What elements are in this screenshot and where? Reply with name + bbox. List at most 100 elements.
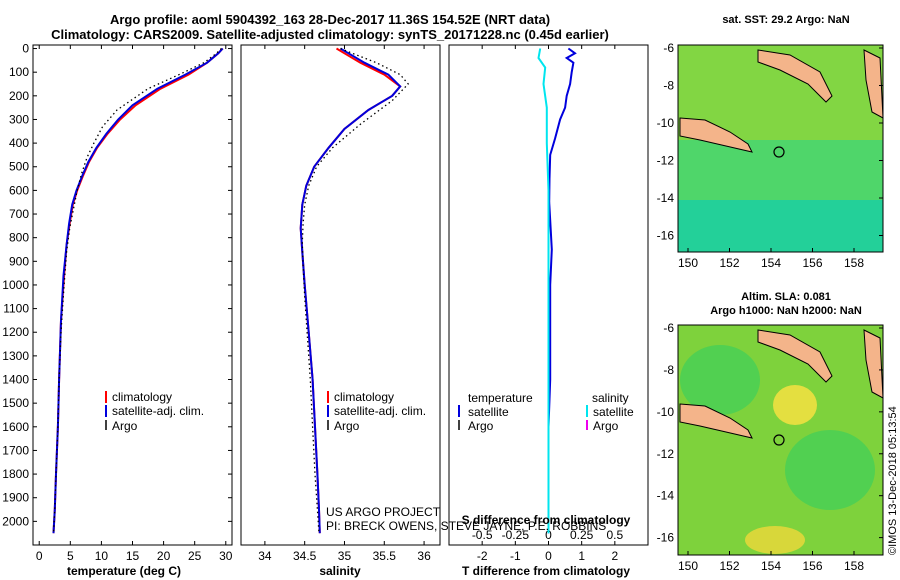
temperature-legend: climatology satellite-adj. clim. Argo bbox=[105, 390, 204, 433]
s-difference-tick-label: 0.25 bbox=[570, 528, 594, 542]
map-lon-label: 152 bbox=[719, 559, 739, 573]
project-credit: US ARGO PROJECT bbox=[326, 505, 441, 519]
series-satellite-adj-clim- bbox=[52, 47, 224, 534]
x-tick-label: -2 bbox=[477, 549, 488, 563]
legend-argo-label: Argo bbox=[334, 419, 360, 433]
x-tick-label: 5 bbox=[67, 549, 74, 563]
sla-map-argo-location bbox=[773, 434, 785, 446]
map-lon-label: 152 bbox=[719, 256, 739, 270]
sla-map-low-2 bbox=[785, 430, 875, 510]
map-lon-label: 150 bbox=[678, 559, 698, 573]
legend-s-argo-label: Argo bbox=[593, 419, 619, 433]
series-satellite-adj-clim- bbox=[299, 47, 402, 534]
depth-tick-label: 1900 bbox=[2, 491, 29, 505]
map-lon-label: 150 bbox=[678, 256, 698, 270]
difference-legend-temperature: temperature satellite Argo bbox=[458, 391, 533, 433]
series-t-satellite bbox=[547, 47, 577, 534]
x-tick-label: 34.5 bbox=[293, 549, 317, 563]
depth-tick-label: 1400 bbox=[2, 373, 29, 387]
depth-tick-label: 1000 bbox=[2, 278, 29, 292]
depth-tick-label: 400 bbox=[9, 136, 29, 150]
legend-salinity-title: salinity bbox=[592, 391, 629, 405]
sla-map-low-1 bbox=[680, 345, 760, 415]
salinity-panel-frame bbox=[240, 44, 441, 546]
sla-map-title-line-1: Altim. SLA: 0.081 bbox=[741, 291, 831, 303]
depth-tick-label: 1500 bbox=[2, 396, 29, 410]
legend-t-satellite-label: satellite bbox=[468, 405, 509, 419]
imos-credit: ©IMOS 13-Dec-2018 05:13:54 bbox=[887, 406, 899, 555]
sst-map-frame bbox=[677, 44, 884, 253]
map-lat-label: -14 bbox=[657, 191, 675, 205]
sla-map bbox=[677, 324, 884, 556]
map-lon-label: 156 bbox=[802, 256, 822, 270]
depth-tick-label: 900 bbox=[9, 254, 29, 268]
map-lat-label: -6 bbox=[663, 321, 674, 335]
s-difference-tick-label: -0.5 bbox=[472, 528, 493, 542]
x-tick-label: 0 bbox=[545, 549, 552, 563]
depth-tick-label: 0 bbox=[22, 42, 29, 56]
x-tick-label: 36 bbox=[417, 549, 431, 563]
depth-tick-label: 1100 bbox=[3, 302, 29, 316]
depth-tick-label: 1200 bbox=[2, 325, 29, 339]
depth-tick-label: 1800 bbox=[2, 467, 29, 481]
sla-map-papua-coast bbox=[679, 403, 753, 439]
sst-map-cool-band bbox=[678, 200, 883, 252]
figure-title-line-2: Climatology: CARS2009. Satellite-adjuste… bbox=[51, 27, 609, 42]
depth-tick-label: 2000 bbox=[2, 514, 29, 528]
map-lon-label: 154 bbox=[761, 256, 781, 270]
legend-temperature-title: temperature bbox=[468, 391, 533, 405]
pi-credit: PI: BRECK OWENS, STEVE JAYNE, P.E. ROBBI… bbox=[326, 519, 606, 533]
series-s-satellite bbox=[537, 48, 550, 534]
x-tick-label: 34 bbox=[258, 549, 272, 563]
map-lat-label: -10 bbox=[657, 405, 675, 419]
map-lat-label: -10 bbox=[657, 116, 675, 130]
map-lon-label: 154 bbox=[761, 559, 781, 573]
map-lon-label: 156 bbox=[802, 559, 822, 573]
depth-tick-label: 200 bbox=[9, 89, 29, 103]
t-difference-axis-label: T difference from climatology bbox=[462, 564, 630, 578]
sst-map-new-britain bbox=[757, 49, 833, 103]
sla-map-high-2 bbox=[745, 526, 805, 554]
x-tick-label: 1 bbox=[578, 549, 585, 563]
depth-tick-label: 100 bbox=[9, 65, 29, 79]
map-lat-label: -8 bbox=[663, 363, 674, 377]
salinity-axis-label: salinity bbox=[319, 564, 361, 578]
x-tick-label: 0 bbox=[36, 549, 43, 563]
map-lat-label: -16 bbox=[657, 229, 675, 243]
x-tick-label: 30 bbox=[219, 549, 233, 563]
legend-climatology-label: climatology bbox=[112, 390, 172, 404]
x-tick-label: 25 bbox=[188, 549, 202, 563]
sla-map-new-britain bbox=[757, 329, 833, 383]
map-lat-label: -16 bbox=[657, 531, 675, 545]
map-lat-label: -12 bbox=[657, 154, 675, 168]
legend-s-satellite-label: satellite bbox=[593, 405, 634, 419]
difference-legend-salinity: salinity satellite Argo bbox=[586, 391, 634, 433]
sst-map-solomon-islands bbox=[863, 49, 884, 119]
depth-tick-label: 500 bbox=[9, 160, 29, 174]
depth-tick-label: 1300 bbox=[2, 349, 29, 363]
s-difference-axis-label: S difference from climatology bbox=[462, 513, 631, 527]
figure-title-line-1: Argo profile: aoml 5904392_163 28-Dec-20… bbox=[109, 12, 551, 27]
legend-climatology-label: climatology bbox=[334, 390, 394, 404]
sla-map-frame bbox=[677, 324, 884, 556]
sst-map bbox=[677, 44, 884, 253]
map-lat-label: -12 bbox=[657, 447, 675, 461]
depth-tick-label: 700 bbox=[9, 207, 29, 221]
depth-tick-label: 1700 bbox=[2, 443, 29, 457]
sla-map-solomon-islands bbox=[863, 329, 884, 399]
map-lat-label: -8 bbox=[663, 79, 674, 93]
legend-satellite-label: satellite-adj. clim. bbox=[112, 404, 204, 418]
x-tick-label: 10 bbox=[95, 549, 109, 563]
sst-map-title: sat. SST: 29.2 Argo: NaN bbox=[722, 14, 850, 26]
s-difference-tick-label: 0.5 bbox=[606, 528, 623, 542]
depth-tick-label: 1600 bbox=[2, 420, 29, 434]
map-lat-label: -6 bbox=[663, 41, 674, 55]
x-tick-label: 35 bbox=[338, 549, 352, 563]
sst-map-papua-coast bbox=[679, 117, 753, 153]
x-tick-label: 15 bbox=[126, 549, 140, 563]
series-climatology bbox=[299, 47, 402, 534]
x-tick-label: 35.5 bbox=[373, 549, 397, 563]
map-lon-label: 158 bbox=[844, 256, 864, 270]
sla-map-high-1 bbox=[773, 385, 817, 425]
